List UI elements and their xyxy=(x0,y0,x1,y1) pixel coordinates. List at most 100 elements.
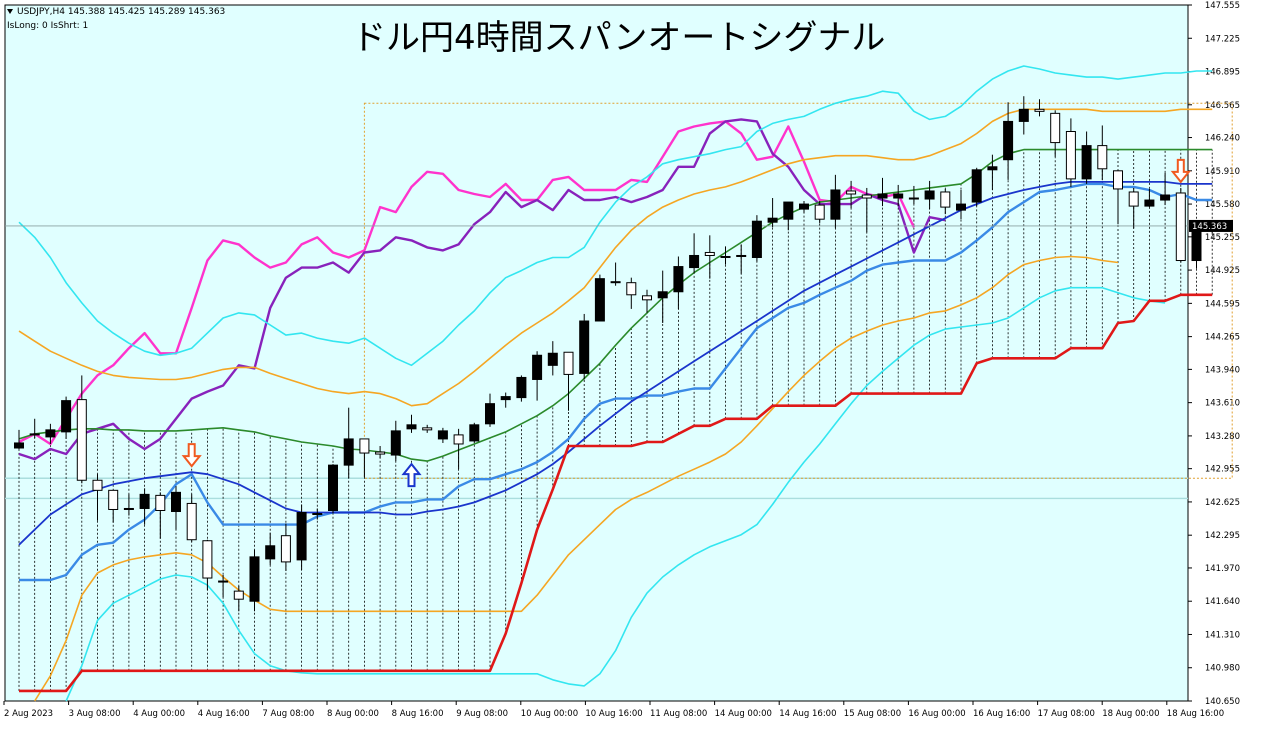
x-tick-label: 14 Aug 16:00 xyxy=(779,709,836,719)
candle xyxy=(76,375,87,484)
candle xyxy=(296,504,307,570)
bull-candle-body xyxy=(1113,170,1123,190)
dropdown-triangle-icon[interactable] xyxy=(7,9,13,14)
bear-candle-body xyxy=(45,429,56,438)
candle xyxy=(359,438,370,478)
y-tick-label: 145.580 xyxy=(1205,200,1240,210)
bear-candle-body xyxy=(1018,108,1029,122)
candle xyxy=(1160,172,1171,206)
bull-candle-body xyxy=(375,451,386,455)
candle xyxy=(92,474,103,521)
bear-candle-body xyxy=(767,217,778,223)
bear-candle-body xyxy=(971,169,982,203)
y-tick-label: 142.625 xyxy=(1205,498,1240,508)
candle xyxy=(14,429,24,450)
candle xyxy=(704,235,715,279)
y-axis: 147.555 147.225 146.895 146.565 146.240 145.9… xyxy=(1188,1,1240,707)
candle xyxy=(924,180,935,210)
y-tick-label: 143.940 xyxy=(1205,365,1240,375)
y-tick-label: 147.225 xyxy=(1205,34,1240,44)
candle xyxy=(673,256,684,309)
y-tick-label: 140.650 xyxy=(1205,697,1240,707)
candle xyxy=(1097,125,1108,180)
candle xyxy=(233,586,244,612)
bull-candle-body xyxy=(563,351,574,375)
bull-candle-body xyxy=(1175,192,1186,262)
y-tick-label: 142.955 xyxy=(1205,465,1240,475)
y-tick-label: 142.295 xyxy=(1205,531,1240,541)
bear-candle-body xyxy=(893,193,904,199)
bull-candle-body xyxy=(720,255,731,258)
bear-candle-body xyxy=(908,197,919,200)
candle xyxy=(500,392,511,408)
y-tick-label: 146.565 xyxy=(1205,101,1240,111)
candle xyxy=(846,180,857,209)
bear-candle-body xyxy=(249,556,260,602)
x-tick-label: 2 Aug 2023 xyxy=(4,709,53,719)
x-tick-label: 18 Aug 16:00 xyxy=(1167,709,1224,719)
candle xyxy=(799,201,809,214)
y-tick-label: 144.925 xyxy=(1205,266,1240,276)
candle xyxy=(485,393,495,427)
candle xyxy=(736,244,747,274)
series-line-cyan xyxy=(65,286,1166,702)
series-line-orange xyxy=(18,108,1213,407)
candle xyxy=(375,445,386,459)
x-tick-label: 3 Aug 08:00 xyxy=(69,709,121,719)
bull-candle-body xyxy=(626,282,637,296)
bull-candle-body xyxy=(202,540,213,579)
bull-candle-body xyxy=(359,438,370,454)
current-price-box xyxy=(1189,219,1233,232)
bear-candle-body xyxy=(689,254,700,269)
candle xyxy=(1081,131,1092,184)
candle xyxy=(579,313,590,380)
bear-candle-body xyxy=(343,438,354,466)
bear-candle-body xyxy=(139,493,150,509)
candle xyxy=(343,407,354,479)
candle xyxy=(594,274,605,322)
series-line-blue xyxy=(18,180,1213,546)
candle xyxy=(1144,188,1155,208)
signal-arrows xyxy=(181,158,1191,488)
bull-candle-body xyxy=(422,427,433,431)
candle xyxy=(1050,110,1061,157)
bear-candle-body xyxy=(532,354,543,380)
x-tick-label: 18 Aug 00:00 xyxy=(1102,709,1159,719)
candle xyxy=(1018,96,1029,135)
bear-candle-body xyxy=(516,376,527,399)
candle xyxy=(218,575,229,598)
bull-candle-body xyxy=(1097,145,1108,170)
bull-candle-body xyxy=(29,433,40,436)
candle xyxy=(610,262,621,286)
candle xyxy=(1113,170,1123,225)
bull-candle-body xyxy=(155,494,166,511)
candle xyxy=(186,494,197,542)
bull-candle-body xyxy=(1128,191,1139,207)
bull-candle-body xyxy=(453,434,464,445)
bear-candle-body xyxy=(547,352,558,366)
x-tick-label: 8 Aug 16:00 xyxy=(392,709,444,719)
candle xyxy=(280,523,291,571)
candle xyxy=(1065,118,1076,187)
candle xyxy=(657,270,668,324)
bear-candle-body xyxy=(799,203,809,210)
bull-candle-body xyxy=(642,295,652,301)
candle xyxy=(532,351,543,401)
bear-candle-body xyxy=(956,203,966,211)
candle xyxy=(689,233,700,274)
bear-candle-body xyxy=(830,189,841,220)
y-tick-label: 145.910 xyxy=(1205,167,1240,177)
bear-candle-body xyxy=(657,291,668,299)
bear-candle-body xyxy=(328,464,338,511)
candles xyxy=(14,96,1218,612)
candle xyxy=(390,420,401,462)
down-arrow-icon xyxy=(1170,158,1191,184)
candle xyxy=(108,489,119,523)
y-tick-label: 147.555 xyxy=(1205,1,1240,11)
y-tick-label: 145.255 xyxy=(1205,233,1240,243)
bull-candle-body xyxy=(861,194,872,199)
y-tick-label: 144.595 xyxy=(1205,299,1240,309)
y-tick-label: 146.895 xyxy=(1205,68,1240,78)
